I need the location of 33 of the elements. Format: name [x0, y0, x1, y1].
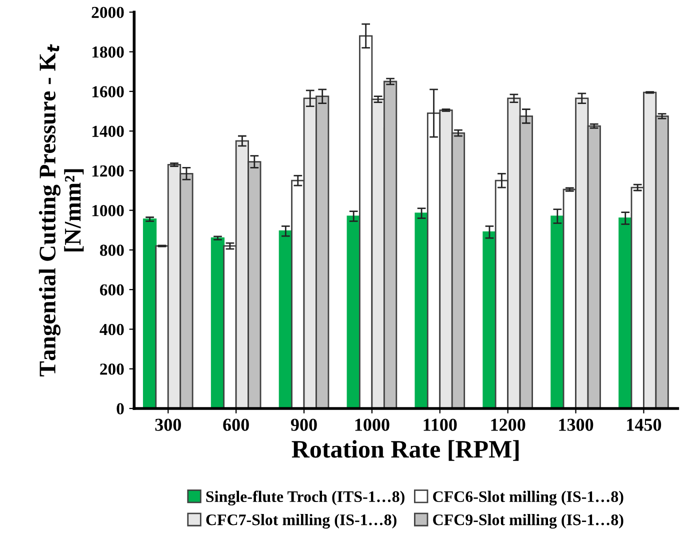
x-tick-label: 1450: [627, 418, 662, 431]
x-tick-label: 900: [290, 418, 317, 431]
y-tick-label: 800: [100, 244, 124, 256]
x-tick-label: 1200: [491, 418, 526, 431]
y-tick-label: 1400: [92, 126, 124, 137]
y-tick-label: 0: [116, 403, 124, 414]
text: Tangential Cutting Pressure - K$_{t}$ [N/mm²]: [38, 44, 84, 376]
bar: [414, 212, 428, 408]
legend-label: CFC9-Slot milling (IS-1…8): [433, 514, 624, 529]
bar: [278, 230, 292, 408]
x-tick-label: 300: [155, 418, 181, 431]
y-tick-label: 1000: [92, 205, 124, 216]
y-tick-label: 1800: [92, 46, 124, 58]
bar: [550, 216, 564, 408]
y-tick-label: 2000: [92, 6, 124, 18]
legend-label: Single-flute Troch (ITS-1…8): [206, 490, 404, 506]
y-tick-label: 1200: [92, 165, 124, 177]
x-tick-label: 1000: [355, 418, 390, 431]
y-tick-label: 200: [100, 364, 124, 375]
x-tick-label: 1100: [424, 418, 457, 431]
bar: [210, 237, 225, 408]
y-tick-label: 1600: [92, 86, 124, 98]
bar: [482, 231, 496, 408]
bar: [346, 216, 360, 408]
x-tick-label: 600: [223, 418, 249, 431]
bar: [142, 218, 157, 408]
x-axis-title: Rotation Rate [RPM]: [292, 440, 519, 461]
legend-label: CFC7-Slot milling (IS-1…8): [206, 514, 396, 529]
y-tick-label: 400: [100, 324, 124, 336]
y-tick-label: 600: [100, 284, 124, 296]
bar: [618, 218, 632, 408]
legend-label: CFC6-Slot milling (IS-1…8): [433, 490, 624, 506]
x-tick-label: 1300: [559, 418, 594, 431]
